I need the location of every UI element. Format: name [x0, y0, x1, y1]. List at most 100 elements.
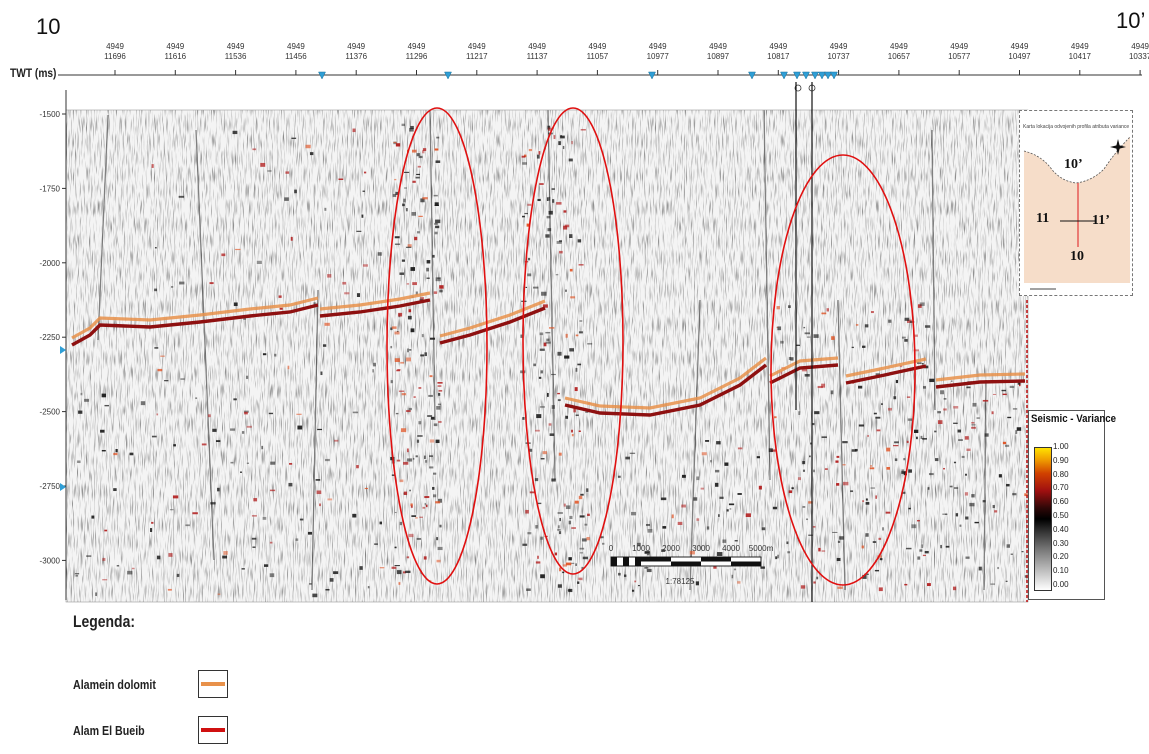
top-tick-trace-label: 11456 [285, 52, 307, 61]
y-tick-label: -1500 [40, 110, 61, 119]
twt-axis-label: TWT (ms) [10, 66, 57, 80]
variance-speckles [74, 123, 1028, 598]
north-arrow-icon [1110, 139, 1126, 155]
legend-title: Legenda: [73, 612, 135, 631]
inset-label-bottom: 10 [1070, 249, 1084, 264]
top-tick-trace-label: 11616 [164, 52, 186, 61]
y-tick-label: -3000 [40, 556, 61, 565]
scale-label: 2000 [662, 544, 680, 553]
top-tick-line-label: 4949 [468, 42, 486, 51]
top-tick-line-label: 4949 [408, 42, 426, 51]
top-tick-line-label: 4949 [950, 42, 968, 51]
top-tick-trace-label: 10417 [1069, 52, 1092, 61]
colorbar-tick-label: 0.90 [1053, 455, 1069, 465]
well-marker-icon [648, 71, 656, 80]
top-tick-trace-label: 11057 [587, 52, 609, 61]
colorbar-tick-label: 0.70 [1053, 483, 1069, 493]
top-tick-line-label: 4949 [709, 42, 727, 51]
top-tick-line-label: 4949 [589, 42, 607, 51]
top-tick-trace-label: 11296 [406, 52, 428, 61]
scale-label: 0 [609, 544, 614, 553]
well-marker-icon [793, 71, 801, 80]
top-tick-line-label: 4949 [1011, 42, 1029, 51]
colorbar-tick-label: 0.20 [1053, 552, 1069, 562]
scale-label: 3000 [692, 544, 710, 553]
top-tick-group: 4949116964949116164949115364949114564949… [104, 42, 1149, 75]
top-tick-trace-label: 11376 [345, 52, 367, 61]
top-tick-trace-label: 10337 [1129, 52, 1149, 61]
y-tick-label: -2750 [40, 482, 61, 491]
top-tick-trace-label: 10977 [647, 52, 670, 61]
well-marker-icon [824, 71, 832, 80]
colorbar-tick-label: 0.30 [1053, 538, 1069, 548]
y-tick-label: -2500 [40, 408, 61, 417]
top-tick-line-label: 4949 [528, 42, 546, 51]
inset-label-top: 10’ [1064, 157, 1083, 172]
top-tick-line-label: 4949 [830, 42, 848, 51]
y-tick-label: -2000 [40, 259, 61, 268]
well-marker-group [318, 71, 838, 92]
legend-label: Alamein dolomit [73, 676, 156, 692]
profile-end-label: 10’ [1116, 8, 1146, 33]
profile-start-label: 10 [36, 14, 61, 39]
top-tick-line-label: 4949 [227, 42, 245, 51]
colorbar-tick-label: 1.00 [1053, 442, 1069, 451]
legend-swatch [198, 716, 228, 744]
well-marker-icon [818, 71, 826, 80]
scale-bar: 0 1000 2000 3000 4000 5000m 1:78125 [609, 544, 774, 586]
horizon-lines [71, 291, 1026, 417]
top-tick-line-label: 4949 [166, 42, 184, 51]
y-tick-group: -1500 -1750 -2000 -2250 -2500 -2750 -3000 [40, 110, 66, 565]
y-tick-label: -2250 [40, 333, 61, 342]
colorbar-tick-label: 0.40 [1053, 524, 1069, 534]
anomaly-highlight-ellipse [770, 154, 916, 586]
top-tick-line-label: 4949 [769, 42, 787, 51]
scale-label: 5000m [749, 544, 774, 553]
top-tick-trace-label: 11137 [527, 52, 549, 61]
top-tick-trace-label: 10577 [948, 52, 971, 61]
top-tick-trace-label: 10657 [888, 52, 911, 61]
top-tick-trace-label: 10817 [767, 52, 790, 61]
top-tick-line-label: 4949 [1071, 42, 1089, 51]
well-marker-icon [802, 71, 810, 80]
colorbar-tick-label: 0.80 [1053, 469, 1069, 479]
scale-ratio: 1:78125 [666, 577, 695, 586]
anomaly-highlight-ellipse [522, 107, 624, 575]
anomaly-highlight-ellipse [386, 107, 488, 585]
fault-lines [97, 110, 987, 591]
top-tick-line-label: 4949 [287, 42, 305, 51]
legend-item-alam-el-bueib: Alam El Bueib [73, 716, 228, 744]
colorbar-tick-label: 0.50 [1053, 511, 1069, 520]
top-tick-trace-label: 11217 [466, 52, 488, 61]
anomaly-highlight-group [386, 107, 916, 586]
inset-map-drawing [1023, 136, 1131, 290]
colorbar-tick-label: 0.00 [1053, 580, 1069, 589]
top-tick-line-label: 4949 [347, 42, 365, 51]
well-marker-icon [830, 71, 838, 80]
top-tick-line-label: 4949 [890, 42, 908, 51]
well-marker-icon [444, 71, 452, 80]
top-tick-trace-label: 10897 [707, 52, 730, 61]
well-marker-icon [318, 71, 326, 80]
top-tick-trace-label: 11536 [225, 52, 247, 61]
legend-label: Alam El Bueib [73, 722, 145, 738]
top-tick-line-label: 4949 [649, 42, 667, 51]
colorbar-tick-label: 0.10 [1053, 566, 1069, 576]
variance-colorbar: Seismic - Variance 1.00 0.90 0.80 0.70 0.60 0… [1028, 410, 1116, 600]
scale-label: 4000 [722, 544, 740, 553]
top-tick-trace-label: 11696 [104, 52, 126, 61]
well-marker-icon [780, 71, 788, 80]
inset-title: Karta lokacija odvojenih profila atribut… [1023, 124, 1130, 130]
location-inset-map: Karta lokacija odvojenih profila atribut… [1019, 110, 1133, 296]
colorbar-tick-label: 0.60 [1053, 497, 1069, 507]
seismic-section [66, 110, 1028, 602]
well-marker-icon [811, 71, 819, 80]
well-marker-icon [748, 71, 756, 80]
legend-swatch [198, 670, 228, 698]
top-tick-line-label: 4949 [1131, 42, 1149, 51]
legend-item-alamein: Alamein dolomit [73, 670, 228, 698]
top-tick-line-label: 4949 [106, 42, 124, 51]
inset-label-left: 11 [1036, 211, 1050, 226]
colorbar-title: Seismic - Variance [1031, 413, 1117, 425]
